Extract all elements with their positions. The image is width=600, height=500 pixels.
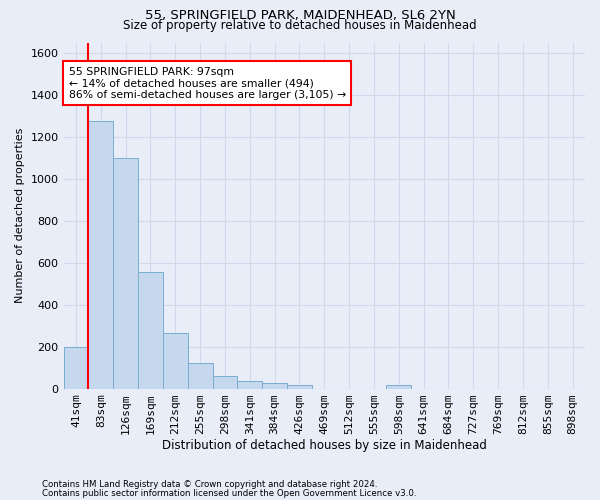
Text: 55, SPRINGFIELD PARK, MAIDENHEAD, SL6 2YN: 55, SPRINGFIELD PARK, MAIDENHEAD, SL6 2Y…: [145, 9, 455, 22]
Bar: [113, 158, 138, 388]
Y-axis label: Number of detached properties: Number of detached properties: [15, 128, 25, 303]
Bar: [138, 272, 163, 388]
X-axis label: Distribution of detached houses by size in Maidenhead: Distribution of detached houses by size …: [162, 440, 487, 452]
Text: Contains public sector information licensed under the Open Government Licence v3: Contains public sector information licen…: [42, 489, 416, 498]
Bar: [287, 385, 312, 388]
Bar: [262, 384, 287, 388]
Text: Size of property relative to detached houses in Maidenhead: Size of property relative to detached ho…: [123, 19, 477, 32]
Bar: [88, 121, 113, 388]
Bar: [188, 364, 212, 388]
Bar: [163, 333, 188, 388]
Bar: [386, 385, 411, 388]
Bar: [238, 381, 262, 388]
Bar: [212, 376, 238, 388]
Bar: [64, 346, 88, 389]
Text: 55 SPRINGFIELD PARK: 97sqm
← 14% of detached houses are smaller (494)
86% of sem: 55 SPRINGFIELD PARK: 97sqm ← 14% of deta…: [69, 66, 346, 100]
Text: Contains HM Land Registry data © Crown copyright and database right 2024.: Contains HM Land Registry data © Crown c…: [42, 480, 377, 489]
